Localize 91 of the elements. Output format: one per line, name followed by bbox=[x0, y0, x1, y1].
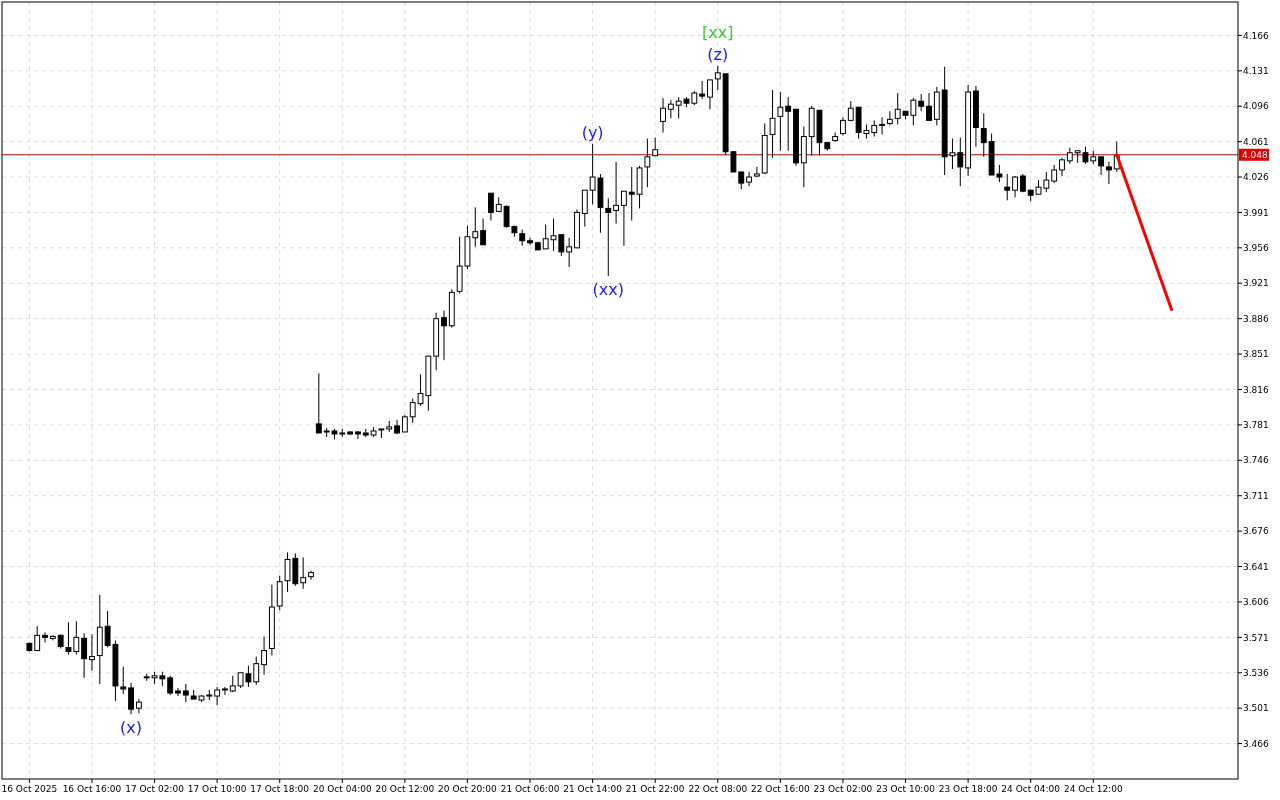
y-tick-label: 3.746 bbox=[1243, 455, 1270, 466]
candlestick bbox=[746, 171, 752, 187]
y-tick-label: 4.026 bbox=[1243, 172, 1270, 183]
x-tick-label: 17 Oct 02:00 bbox=[125, 784, 185, 794]
x-tick-label: 24 Oct 12:00 bbox=[1063, 784, 1123, 794]
candlestick bbox=[300, 556, 307, 590]
candlestick bbox=[926, 92, 932, 121]
y-tick-label: 3.781 bbox=[1243, 420, 1269, 431]
candlestick bbox=[175, 687, 181, 697]
candlestick bbox=[620, 190, 627, 247]
candlestick bbox=[605, 197, 612, 277]
x-tick-label: 20 Oct 20:00 bbox=[438, 784, 498, 794]
annotation: [xx] bbox=[702, 22, 734, 42]
candlestick bbox=[253, 656, 260, 686]
candlestick bbox=[222, 686, 228, 696]
x-tick-label: 21 Oct 22:00 bbox=[625, 784, 685, 794]
y-tick-label: 4.061 bbox=[1243, 136, 1269, 147]
y-tick-label: 3.816 bbox=[1243, 384, 1270, 395]
ref-line-label: 4.048 bbox=[1242, 149, 1269, 160]
candlestick bbox=[840, 116, 846, 137]
candlestick bbox=[769, 89, 776, 159]
candlestick bbox=[182, 683, 189, 703]
x-tick-label: 21 Oct 14:00 bbox=[563, 784, 623, 794]
annotation: (xx) bbox=[592, 280, 624, 300]
x-tick-label: 22 Oct 08:00 bbox=[688, 784, 748, 794]
y-tick-label: 3.606 bbox=[1243, 597, 1270, 608]
y-tick-label: 4.166 bbox=[1243, 30, 1270, 41]
x-tick-label: 17 Oct 18:00 bbox=[250, 784, 310, 794]
candlestick bbox=[1051, 164, 1058, 184]
candlestick bbox=[261, 635, 267, 676]
x-tick-label: 17 Oct 10:00 bbox=[187, 784, 247, 794]
y-tick-label: 3.571 bbox=[1243, 632, 1269, 643]
candlestick bbox=[707, 79, 713, 110]
x-tick-label: 22 Oct 16:00 bbox=[751, 784, 810, 794]
candlestick bbox=[652, 137, 659, 157]
y-tick-label: 3.991 bbox=[1243, 207, 1269, 218]
candlestick bbox=[667, 99, 674, 119]
candlestick bbox=[315, 372, 322, 434]
y-tick-label: 3.676 bbox=[1243, 526, 1270, 537]
y-tick-label: 3.921 bbox=[1243, 278, 1269, 289]
candlestick bbox=[214, 686, 221, 706]
y-tick-label: 3.956 bbox=[1243, 243, 1270, 253]
candlestick bbox=[81, 632, 88, 679]
x-tick-label: 23 Oct 10:00 bbox=[876, 784, 936, 794]
candlestick bbox=[441, 310, 447, 361]
x-tick-label: 20 Oct 04:00 bbox=[312, 784, 372, 794]
candlestick bbox=[1098, 156, 1105, 176]
candlestick bbox=[34, 625, 41, 652]
y-tick-label: 3.466 bbox=[1243, 738, 1270, 749]
candlestick bbox=[753, 166, 760, 178]
candlestick bbox=[785, 96, 792, 152]
y-tick-label: 3.536 bbox=[1243, 667, 1270, 678]
y-tick-label: 3.851 bbox=[1243, 349, 1269, 360]
candlestick bbox=[581, 189, 588, 228]
candlestick bbox=[777, 91, 784, 152]
x-tick-label: 16 Oct 2025 bbox=[1, 784, 58, 794]
x-tick-label: 16 Oct 16:00 bbox=[62, 784, 122, 794]
y-tick-label: 3.501 bbox=[1243, 703, 1269, 714]
y-tick-label: 3.641 bbox=[1243, 561, 1269, 572]
candlestick bbox=[128, 682, 134, 715]
y-tick-label: 3.711 bbox=[1243, 490, 1269, 501]
x-tick-label: 23 Oct 18:00 bbox=[938, 784, 998, 794]
candlestick bbox=[1004, 173, 1011, 201]
y-tick-label: 3.886 bbox=[1243, 313, 1270, 324]
candlestick bbox=[879, 116, 885, 136]
candlestick bbox=[1059, 157, 1065, 177]
candlestick bbox=[886, 110, 893, 126]
annotation: (x) bbox=[120, 718, 143, 738]
candlestick bbox=[42, 631, 48, 643]
x-tick-label: 23 Oct 02:00 bbox=[813, 784, 873, 794]
x-tick-label: 24 Oct 04:00 bbox=[1001, 784, 1061, 794]
candlestick bbox=[167, 675, 174, 696]
candlestick bbox=[699, 80, 706, 100]
candlestick bbox=[980, 112, 987, 158]
candlestick bbox=[613, 161, 620, 225]
y-tick-label: 4.096 bbox=[1243, 101, 1270, 112]
candlestick bbox=[714, 65, 721, 91]
candlestick bbox=[660, 97, 666, 134]
candlestick bbox=[527, 237, 533, 246]
x-tick-label: 20 Oct 12:00 bbox=[375, 784, 435, 794]
candlestick bbox=[480, 218, 487, 246]
x-tick-label: 21 Oct 06:00 bbox=[500, 784, 560, 794]
candlestick bbox=[566, 237, 573, 268]
candlestick bbox=[89, 633, 95, 672]
y-tick-label: 4.131 bbox=[1243, 65, 1269, 76]
candlestick bbox=[355, 430, 361, 440]
annotation: (z) bbox=[707, 44, 729, 64]
annotation: (y) bbox=[581, 122, 604, 142]
candlestick bbox=[1106, 161, 1112, 185]
candlestick bbox=[488, 192, 494, 222]
candlestick bbox=[1012, 175, 1018, 198]
